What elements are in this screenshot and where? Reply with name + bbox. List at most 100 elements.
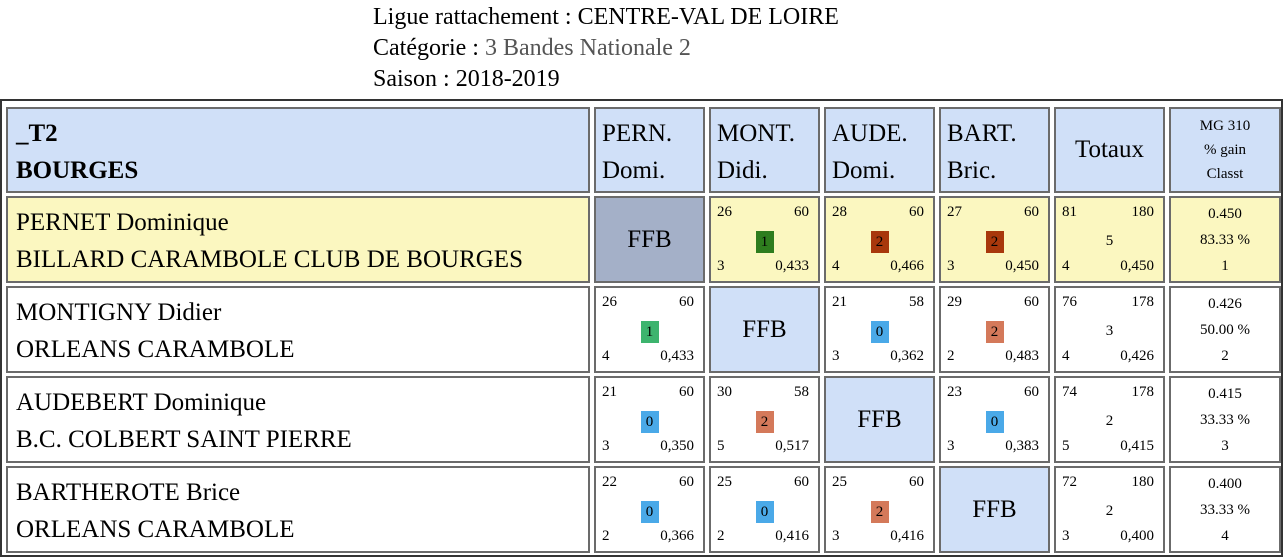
mg-header-line1: MG 310 <box>1199 118 1251 134</box>
match-max: 60 <box>679 384 694 400</box>
match-score-wrap: 0 <box>826 321 933 343</box>
player-name: AUDEBERT Dominique <box>16 389 267 416</box>
season-line: Saison : 2018-2019 <box>373 64 839 95</box>
player-name-cell: BARTHEROTE Brice ORLEANS CARAMBOLE <box>6 466 590 553</box>
match-max: 58 <box>794 384 809 400</box>
total-points: 81 <box>1062 204 1077 220</box>
column-header-player: AUDE. Domi. <box>824 107 935 193</box>
match-score-wrap: 2 <box>826 501 933 523</box>
total-score: 2 <box>1105 503 1114 519</box>
total-points: 72 <box>1062 474 1077 490</box>
match-points: 25 <box>832 474 847 490</box>
mg-cell: 0.415 33.33 % 3 <box>1169 376 1281 463</box>
ffb-self-cell: FFB <box>939 466 1050 553</box>
match-innings: 3 <box>832 348 840 364</box>
match-max: 60 <box>909 204 924 220</box>
league-value: CENTRE-VAL DE LOIRE <box>577 4 839 30</box>
match-result-cell: 26 60 1 3 0,433 <box>709 196 820 283</box>
match-result-cell: 25 60 0 2 0,416 <box>709 466 820 553</box>
total-innings: 4 <box>1062 258 1070 274</box>
match-innings: 2 <box>602 528 610 544</box>
match-max: 60 <box>1024 384 1039 400</box>
match-score-wrap: 1 <box>596 321 703 343</box>
match-max: 60 <box>679 294 694 310</box>
match-result-cell: 25 60 2 3 0,416 <box>824 466 935 553</box>
column-header-line2: Domi. <box>832 157 896 184</box>
total-innings: 3 <box>1062 528 1070 544</box>
match-innings: 2 <box>947 348 955 364</box>
mg-win-percent: 83.33 % <box>1200 231 1250 248</box>
column-header-line1: MONT. <box>717 120 796 147</box>
match-innings: 2 <box>717 528 725 544</box>
match-points: 21 <box>602 384 617 400</box>
match-innings: 3 <box>832 528 840 544</box>
match-score-badge: 1 <box>640 321 659 343</box>
page-header: Ligue rattachement : CENTRE-VAL DE LOIRE… <box>373 2 839 95</box>
match-points: 29 <box>947 294 962 310</box>
match-result-cell: 21 58 0 3 0,362 <box>824 286 935 373</box>
match-max: 60 <box>794 204 809 220</box>
match-average: 0,466 <box>890 258 924 274</box>
ffb-label: FFB <box>627 225 672 253</box>
player-name: PERNET Dominique <box>16 209 229 236</box>
mg-average: 0.450 <box>1208 205 1242 222</box>
total-score: 5 <box>1105 233 1114 249</box>
mg-header: MG 310 % gain Classt <box>1169 107 1281 193</box>
total-points: 74 <box>1062 384 1077 400</box>
match-score-wrap: 0 <box>711 501 818 523</box>
match-points: 26 <box>717 204 732 220</box>
mg-win-percent: 33.33 % <box>1200 501 1250 518</box>
ffb-self-cell: FFB <box>709 286 820 373</box>
match-result-cell: 22 60 0 2 0,366 <box>594 466 705 553</box>
match-max: 60 <box>679 474 694 490</box>
match-score-wrap: 1 <box>711 231 818 253</box>
match-score-wrap: 2 <box>711 411 818 433</box>
match-average: 0,517 <box>775 438 809 454</box>
match-points: 21 <box>832 294 847 310</box>
total-max: 178 <box>1131 384 1155 400</box>
mg-header-line3: Classt <box>1206 166 1244 182</box>
player-club: ORLEANS CARAMBOLE <box>16 336 295 363</box>
mg-average: 0.426 <box>1208 295 1242 312</box>
match-average: 0,483 <box>1005 348 1039 364</box>
total-average: 0,400 <box>1120 528 1154 544</box>
mg-rank: 3 <box>1221 437 1229 454</box>
match-score-badge: 0 <box>640 411 659 433</box>
match-average: 0,433 <box>660 348 694 364</box>
player-name: BARTHEROTE Brice <box>16 479 241 506</box>
match-result-cell: 21 60 0 3 0,350 <box>594 376 705 463</box>
match-average: 0,362 <box>890 348 924 364</box>
match-score-badge: 0 <box>870 321 889 343</box>
match-score-badge: 2 <box>985 321 1004 343</box>
match-max: 60 <box>1024 204 1039 220</box>
match-innings: 5 <box>717 438 725 454</box>
match-score-badge: 1 <box>755 231 774 253</box>
match-points: 23 <box>947 384 962 400</box>
player-club: ORLEANS CARAMBOLE <box>16 516 295 543</box>
match-points: 30 <box>717 384 732 400</box>
match-score-wrap: 0 <box>596 501 703 523</box>
column-header-line2: Bric. <box>947 157 997 184</box>
match-score-wrap: 2 <box>826 231 933 253</box>
match-score-wrap: 2 <box>941 321 1048 343</box>
player-name-cell: PERNET Dominique BILLARD CARAMBOLE CLUB D… <box>6 196 590 283</box>
mg-average: 0.415 <box>1208 385 1242 402</box>
match-points: 22 <box>602 474 617 490</box>
match-score-badge: 0 <box>640 501 659 523</box>
column-header-line1: AUDE. <box>832 120 908 147</box>
match-average: 0,416 <box>890 528 924 544</box>
match-average: 0,450 <box>1005 258 1039 274</box>
match-max: 60 <box>1024 294 1039 310</box>
mg-win-percent: 50.00 % <box>1200 321 1250 338</box>
column-header-line1: PERN. <box>602 120 673 147</box>
total-score: 3 <box>1105 323 1114 339</box>
totals-cell: 74 178 2 5 0,415 <box>1054 376 1165 463</box>
mg-average: 0.400 <box>1208 475 1242 492</box>
results-table: _T2 BOURGES PERN. Domi. MONT. Didi. AUDE. Domi.… <box>0 99 1283 557</box>
season-label: Saison : <box>373 66 456 92</box>
match-innings: 4 <box>832 258 840 274</box>
match-points: 28 <box>832 204 847 220</box>
total-average: 0,415 <box>1120 438 1154 454</box>
match-innings: 3 <box>947 438 955 454</box>
match-max: 60 <box>909 474 924 490</box>
